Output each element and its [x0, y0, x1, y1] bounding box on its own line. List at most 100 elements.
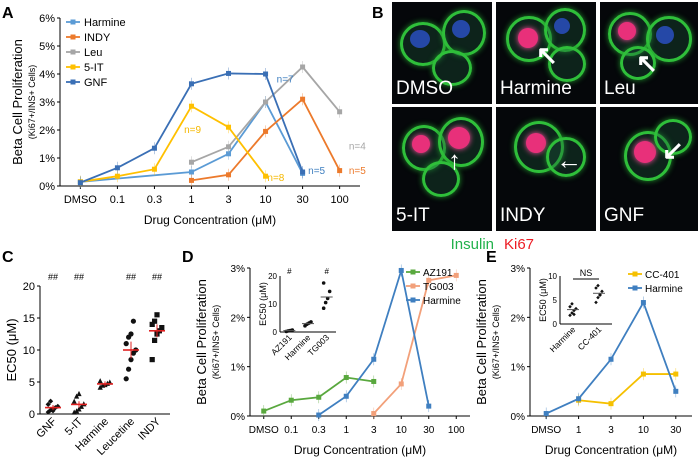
y-tick-label: 0: [29, 409, 35, 421]
x-tick-label: 3: [608, 425, 614, 436]
arrow-icon: ↖: [536, 40, 558, 70]
x-tick-label: 1: [343, 425, 349, 436]
data-point: [398, 267, 404, 273]
data-point: [226, 172, 232, 178]
panel-d-letter: D: [182, 249, 194, 266]
inset-y-tick-label: 10: [548, 272, 557, 281]
inset-data-point: [572, 308, 576, 313]
data-point: [128, 331, 134, 337]
panel-b-letter: B: [372, 5, 384, 22]
y-tick-label: 3%: [231, 264, 246, 275]
inset-data-point: [309, 320, 313, 324]
data-point: [152, 318, 158, 324]
x-tick-label: 30: [670, 425, 682, 436]
y-axis-sublabel: (Ki67+/INS+ Cells): [27, 65, 37, 140]
legend-marker: [70, 64, 76, 70]
x-tick-label: INDY: [136, 415, 164, 443]
data-point: [673, 371, 679, 377]
y-axis-label: EC50 (μM): [4, 318, 19, 381]
legend-label: GNF: [84, 77, 108, 89]
n-annotation: n=4: [349, 142, 366, 153]
significance-marker: #: [324, 267, 329, 276]
inset-data-point: [323, 300, 328, 305]
y-tick-label: 2%: [39, 125, 55, 137]
data-point: [371, 356, 377, 362]
y-tick-label: 2%: [511, 313, 526, 324]
y-tick-label: 5%: [39, 41, 55, 53]
inset-data-point: [594, 286, 598, 290]
inset-x-tick-label: TG003: [306, 332, 332, 358]
y-tick-label: 0%: [511, 412, 526, 423]
data-point: [337, 168, 343, 174]
series-line: [578, 373, 676, 405]
legend-label: Harmine: [84, 17, 126, 29]
data-point: [576, 396, 582, 402]
inset-y-tick-label: 20: [268, 272, 277, 281]
inset-data-point: [574, 306, 578, 311]
data-point: [76, 390, 82, 397]
legend-label: TG003: [423, 282, 454, 293]
x-tick-label: 10: [638, 425, 650, 436]
y-tick-label: 0%: [231, 412, 246, 423]
significance-marker: ##: [152, 272, 162, 282]
inset-data-point: [321, 306, 326, 311]
panel-e-letter: E: [486, 249, 497, 266]
legend-label: Harmine: [645, 284, 683, 295]
series-line: [80, 104, 267, 183]
y-tick-label: 3%: [511, 264, 526, 275]
x-tick-label: 10: [259, 194, 271, 206]
data-point: [114, 165, 120, 171]
data-point: [226, 144, 232, 150]
data-point: [288, 397, 294, 403]
data-point: [300, 96, 306, 102]
legend-insulin: Insulin: [451, 236, 494, 253]
y-axis-sublabel: (Ki67+/INS+ Cells): [491, 305, 501, 380]
x-tick-label: DMSO: [531, 425, 561, 436]
legend-label: CC-401: [645, 270, 680, 281]
data-point: [263, 128, 269, 134]
inset-x-tick-label: CC-401: [576, 324, 604, 352]
legend-marker: [70, 49, 76, 55]
x-axis-label: Drug Concentration (μM): [545, 443, 677, 457]
inset-y-tick-label: 10: [268, 300, 277, 309]
micrograph-5it: ↑ 5-IT: [392, 107, 492, 231]
data-point: [154, 312, 160, 318]
data-point: [188, 159, 194, 165]
significance-marker: #: [287, 267, 292, 276]
inset-y-label: EC50 (μM): [538, 278, 548, 322]
data-point: [300, 64, 306, 70]
x-tick-label: 3: [225, 194, 231, 206]
data-point: [188, 81, 194, 87]
x-tick-label: 0.1: [284, 425, 298, 436]
micrograph-leu: ↖ Leu: [600, 2, 698, 104]
legend-label: INDY: [84, 32, 111, 44]
data-point: [226, 151, 232, 157]
y-tick-label: 15: [23, 313, 35, 325]
y-axis-label: Beta Cell Proliferation: [194, 279, 209, 405]
panel-a-letter: A: [2, 5, 14, 22]
panel-c-letter: C: [2, 249, 14, 266]
data-point: [149, 321, 155, 327]
data-point: [316, 412, 322, 418]
inset-data-point: [568, 313, 572, 318]
legend-ki67: Ki67: [504, 236, 534, 253]
data-point: [453, 272, 459, 278]
data-point: [316, 394, 322, 400]
x-axis-label: Drug Concentration (μM): [294, 443, 426, 457]
inset-data-point: [290, 328, 295, 332]
y-tick-label: 10: [23, 345, 35, 357]
x-tick-label: 30: [296, 194, 308, 206]
data-point: [673, 388, 679, 394]
arrow-icon: ↖: [636, 48, 658, 78]
inset-data-point: [600, 289, 604, 294]
data-point: [97, 384, 103, 390]
micrograph-label: Harmine: [500, 78, 572, 99]
micrograph-gnf: ↙ GNF: [600, 107, 698, 231]
micrograph-label: 5-IT: [396, 205, 430, 226]
series-line: [373, 274, 457, 415]
y-tick-label: 4%: [39, 69, 55, 81]
y-axis-label: Beta Cell Proliferation: [474, 279, 489, 405]
inset-data-point: [568, 304, 572, 309]
data-point: [543, 411, 549, 417]
